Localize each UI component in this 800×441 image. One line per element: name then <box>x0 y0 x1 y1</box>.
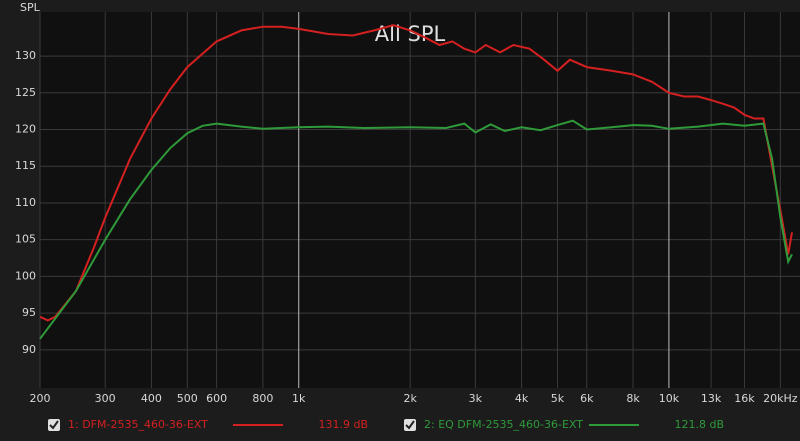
y-tick-label: 120 <box>15 123 36 136</box>
x-tick-label: 20kHz <box>763 392 798 405</box>
x-tick-label: 600 <box>206 392 227 405</box>
legend-label: 2: EQ DFM-2535_460-36-EXT <box>424 418 583 431</box>
x-tick-label: 8k <box>626 392 640 405</box>
x-tick-label: 4k <box>515 392 529 405</box>
x-tick-label: 13k <box>701 392 722 405</box>
legend-entry: 1: DFM-2535_460-36-EXT 131.9 dB <box>48 418 368 431</box>
x-tick-label: 3k <box>469 392 483 405</box>
x-tick-label: 1k <box>292 392 306 405</box>
x-tick-label: 300 <box>95 392 116 405</box>
x-tick-label: 5k <box>551 392 565 405</box>
checkmark <box>49 420 59 430</box>
y-tick-label: 105 <box>15 233 36 246</box>
line-series <box>39 119 793 340</box>
x-tick-label: 200 <box>30 392 51 405</box>
plot-area <box>40 12 800 388</box>
y-tick-label: 90 <box>22 343 36 356</box>
legend-label: 1: DFM-2535_460-36-EXT <box>68 418 208 431</box>
line-series <box>39 24 793 322</box>
x-tick-label: 10k <box>659 392 680 405</box>
x-tick-label: 800 <box>252 392 273 405</box>
y-tick-label: 125 <box>15 86 36 99</box>
y-axis-label: SPL <box>20 1 41 14</box>
x-tick-label: 6k <box>580 392 594 405</box>
legend-value: 121.8 dB <box>674 418 724 431</box>
legend-value: 131.9 dB <box>318 418 368 431</box>
x-tick-label: 16k <box>734 392 755 405</box>
x-tick-label: 400 <box>141 392 162 405</box>
y-tick-label: 115 <box>15 159 36 172</box>
checkmark <box>405 420 415 430</box>
y-tick-label: 130 <box>15 49 36 62</box>
legend-entry: 2: EQ DFM-2535_460-36-EXT 121.8 dB <box>404 418 724 431</box>
y-tick-label: 95 <box>22 306 36 319</box>
x-tick-label: 500 <box>177 392 198 405</box>
y-tick-label: 110 <box>15 196 36 209</box>
y-tick-label: 100 <box>15 269 36 282</box>
x-tick-label: 2k <box>403 392 417 405</box>
